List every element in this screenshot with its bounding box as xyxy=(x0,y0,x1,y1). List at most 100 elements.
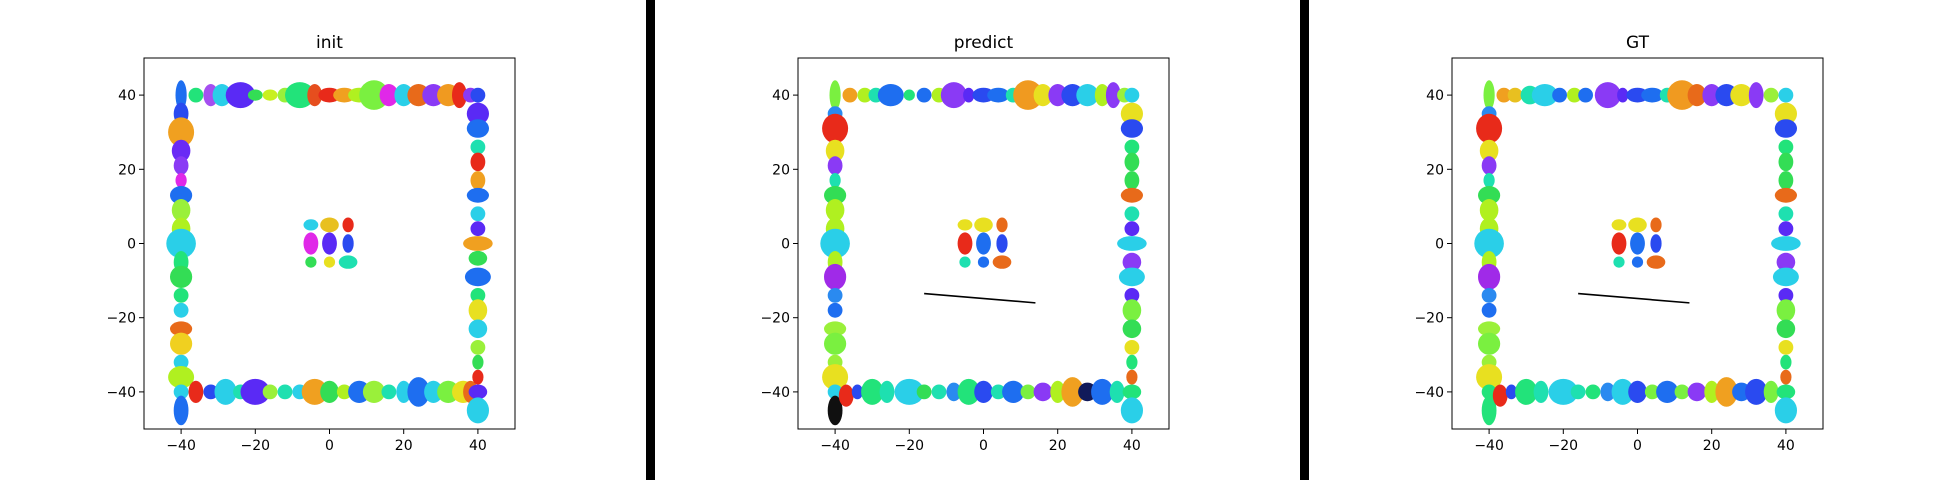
data-point xyxy=(320,380,339,403)
data-point xyxy=(170,265,193,288)
data-point xyxy=(1774,397,1797,424)
x-tick-label: 20 xyxy=(395,438,413,454)
data-point xyxy=(996,234,1008,253)
data-point xyxy=(1611,378,1634,405)
data-point xyxy=(1481,395,1497,426)
data-point xyxy=(829,173,841,188)
data-point xyxy=(1674,384,1690,400)
data-point xyxy=(1033,382,1053,402)
data-point xyxy=(825,199,845,222)
data-point xyxy=(470,221,486,237)
x-tick-label: 0 xyxy=(979,438,988,454)
data-point xyxy=(1531,84,1558,107)
data-point xyxy=(173,354,189,370)
data-point xyxy=(466,119,489,138)
data-point xyxy=(1091,378,1114,405)
data-point xyxy=(1650,234,1662,253)
data-point xyxy=(1002,380,1025,403)
data-point xyxy=(1778,206,1794,222)
data-point xyxy=(842,87,858,103)
data-point xyxy=(1774,102,1797,125)
data-point xyxy=(957,232,973,255)
data-point xyxy=(857,87,873,103)
data-point xyxy=(1552,87,1567,103)
data-point xyxy=(1644,384,1660,400)
data-point xyxy=(1778,139,1794,155)
data-point xyxy=(1704,380,1720,403)
data-point xyxy=(1600,382,1616,402)
data-point xyxy=(1013,80,1043,110)
data-point xyxy=(466,102,489,125)
data-point xyxy=(1776,299,1796,322)
data-point xyxy=(931,384,947,400)
x-tick-label: −40 xyxy=(166,438,196,454)
data-point xyxy=(1774,119,1797,138)
data-point xyxy=(1478,332,1501,355)
data-point xyxy=(1780,354,1792,370)
data-point xyxy=(1120,187,1143,203)
data-point xyxy=(1124,171,1140,190)
data-point xyxy=(827,384,843,400)
data-point xyxy=(1481,302,1497,318)
data-point xyxy=(1745,378,1768,405)
data-point xyxy=(822,364,849,391)
data-point xyxy=(957,219,973,231)
chart-panel: predict −40 −20 0 20 40 −40 −20 0 20 40 xyxy=(760,33,1170,454)
data-point xyxy=(379,84,399,107)
data-point xyxy=(173,156,189,175)
x-tick-label: −40 xyxy=(1474,438,1504,454)
data-point xyxy=(1567,87,1582,103)
data-point xyxy=(407,377,430,407)
data-point xyxy=(175,80,187,110)
data-point xyxy=(1778,288,1794,303)
data-point xyxy=(1094,84,1110,107)
x-tick-label: −20 xyxy=(1549,438,1579,454)
data-point xyxy=(827,156,843,175)
data-point xyxy=(861,378,884,405)
data-point xyxy=(173,288,189,303)
data-point xyxy=(1124,139,1140,155)
data-point xyxy=(1656,380,1679,403)
chart-title: init xyxy=(316,33,343,53)
data-point xyxy=(277,384,293,400)
data-point xyxy=(827,288,843,303)
data-point xyxy=(285,82,315,109)
data-point xyxy=(452,82,467,109)
data-point xyxy=(1548,378,1579,405)
y-tick-label: −20 xyxy=(760,311,790,327)
data-point xyxy=(362,380,386,403)
x-tick-label: 40 xyxy=(469,438,487,454)
data-points xyxy=(1474,80,1801,426)
data-point xyxy=(1515,378,1538,405)
data-point xyxy=(894,378,925,405)
data-point xyxy=(838,384,854,407)
data-point xyxy=(1120,102,1143,125)
data-point xyxy=(1124,152,1140,172)
data-point xyxy=(247,89,263,101)
data-point xyxy=(1124,206,1140,222)
data-point xyxy=(323,256,336,268)
data-point xyxy=(1505,384,1517,400)
data-point xyxy=(829,80,841,110)
data-point xyxy=(1778,221,1794,237)
data-point xyxy=(1776,384,1796,400)
data-point xyxy=(1117,236,1147,251)
y-tick-label: −20 xyxy=(1414,311,1444,327)
data-point xyxy=(1778,171,1794,190)
data-point xyxy=(1780,369,1792,385)
data-point xyxy=(1479,139,1499,162)
data-point xyxy=(188,87,204,103)
data-point xyxy=(307,84,323,107)
data-point xyxy=(470,206,486,222)
data-point xyxy=(1124,288,1140,303)
chart-panel: GT −40 −20 0 20 40 −40 −20 0 20 40 xyxy=(1414,33,1824,454)
data-point xyxy=(940,82,967,109)
data-point xyxy=(916,87,932,103)
data-point xyxy=(225,82,256,109)
data-point xyxy=(1122,299,1142,322)
data-point xyxy=(1105,82,1121,109)
data-point xyxy=(1776,319,1796,339)
data-point xyxy=(1076,84,1099,107)
y-tick-label: −20 xyxy=(106,311,136,327)
data-point xyxy=(974,380,993,403)
